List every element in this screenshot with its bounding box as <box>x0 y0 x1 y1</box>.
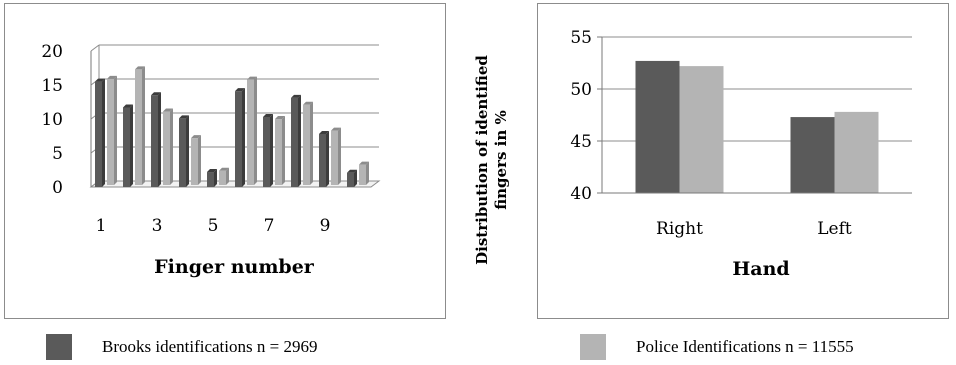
legend-swatch-brooks <box>46 334 72 360</box>
bar <box>303 104 310 185</box>
bar <box>95 81 102 187</box>
bar-side <box>114 75 117 185</box>
bar <box>291 97 298 187</box>
x-tick-label: 3 <box>152 216 163 236</box>
hand-chart: 40 45 50 55 Right Left Hand <box>570 28 912 280</box>
bar-side <box>186 115 189 187</box>
bar-top <box>123 104 133 108</box>
bar <box>679 66 724 193</box>
bar-top <box>235 88 245 92</box>
bar-top <box>191 135 201 139</box>
bar-side <box>326 130 329 187</box>
y-tick-label: 50 <box>570 80 592 100</box>
bar <box>235 91 242 187</box>
bar-top <box>107 75 117 79</box>
bar-side <box>310 101 313 185</box>
y-tick-label: 15 <box>41 76 63 96</box>
bar-side <box>298 94 301 187</box>
x-tick-label: 7 <box>264 216 275 236</box>
x-tick-label: Right <box>656 219 703 239</box>
bar <box>207 172 214 187</box>
hand-chart-ylabel: Distribution of identified fingers in % <box>473 55 511 265</box>
legend-label-police: Police Identifications n = 11555 <box>636 337 854 356</box>
bar-top <box>179 115 189 119</box>
bar <box>247 79 254 185</box>
y-tick-label: 10 <box>41 110 63 130</box>
bar <box>107 78 114 185</box>
bar-side <box>282 116 285 185</box>
bar-side <box>170 108 173 185</box>
bar-side <box>198 135 201 185</box>
bar <box>135 69 142 185</box>
y-tick-label: 55 <box>570 28 592 48</box>
bar-top <box>291 94 301 98</box>
bar-top <box>247 76 257 80</box>
bar-side <box>270 113 273 187</box>
bar-side <box>158 92 161 187</box>
legend-item-brooks: Brooks identifications n = 2969 <box>46 334 317 360</box>
bar <box>179 118 186 187</box>
x-axis-title: Hand <box>732 258 789 280</box>
bar <box>347 172 354 187</box>
gridline-depth <box>90 44 100 52</box>
bar-top <box>207 169 217 173</box>
bar-top <box>151 92 161 96</box>
bar-top <box>219 167 229 171</box>
x-tick-label: 5 <box>208 216 219 236</box>
bar-top <box>163 108 173 112</box>
bar-side <box>338 127 341 185</box>
y-tick-label: 5 <box>52 144 63 164</box>
bar-side <box>366 161 369 185</box>
bar-top <box>303 101 313 105</box>
bar <box>123 107 130 187</box>
y-tick-label: 20 <box>41 42 63 62</box>
bar <box>834 111 879 193</box>
bar <box>263 116 270 187</box>
hand-chart-panel: 40 45 50 55 Right Left Hand <box>537 3 949 319</box>
x-tick-label: 1 <box>96 216 107 236</box>
hand-chart-ylabel-line-1: Distribution of identified <box>473 55 491 265</box>
bar-top <box>275 116 285 120</box>
x-tick-label: 9 <box>320 216 331 236</box>
legend-swatch-police <box>580 334 606 360</box>
bar <box>151 95 158 187</box>
y-tick-label: 0 <box>52 178 63 198</box>
bar-top <box>319 130 329 134</box>
bar-side <box>242 88 245 187</box>
bar <box>790 117 835 193</box>
bar <box>191 138 198 185</box>
bar-side <box>102 78 105 187</box>
bar <box>275 119 282 185</box>
bar <box>359 164 366 185</box>
bar-side <box>254 76 257 185</box>
bar-top <box>135 66 145 70</box>
finger-number-chart-panel: 0 5 10 15 20 1 3 5 7 9 Finger number <box>4 3 446 319</box>
bar <box>331 130 338 185</box>
y-tick-label: 45 <box>570 132 592 152</box>
x-tick-label: Left <box>817 219 852 239</box>
hand-chart-ylabel-area: Distribution of identified fingers in % <box>452 0 532 319</box>
bar-top <box>263 113 273 117</box>
legend-label-brooks: Brooks identifications n = 2969 <box>102 337 318 356</box>
x-axis-title: Finger number <box>154 256 315 278</box>
bar-side <box>226 167 229 185</box>
bar-top <box>95 78 105 82</box>
y-tick-label: 40 <box>570 184 592 204</box>
bar-top <box>359 161 369 165</box>
legend-item-police: Police Identifications n = 11555 <box>580 334 854 360</box>
bar-side <box>214 169 217 187</box>
bar <box>163 111 170 185</box>
bar-side <box>354 169 357 187</box>
bar-side <box>142 66 145 185</box>
bar <box>635 60 680 193</box>
bar-side <box>130 104 133 187</box>
bar-top <box>331 127 341 131</box>
bar <box>219 170 226 185</box>
bar <box>319 133 326 187</box>
bar-top <box>347 169 357 173</box>
hand-chart-ylabel-line-2: fingers in % <box>492 110 510 210</box>
